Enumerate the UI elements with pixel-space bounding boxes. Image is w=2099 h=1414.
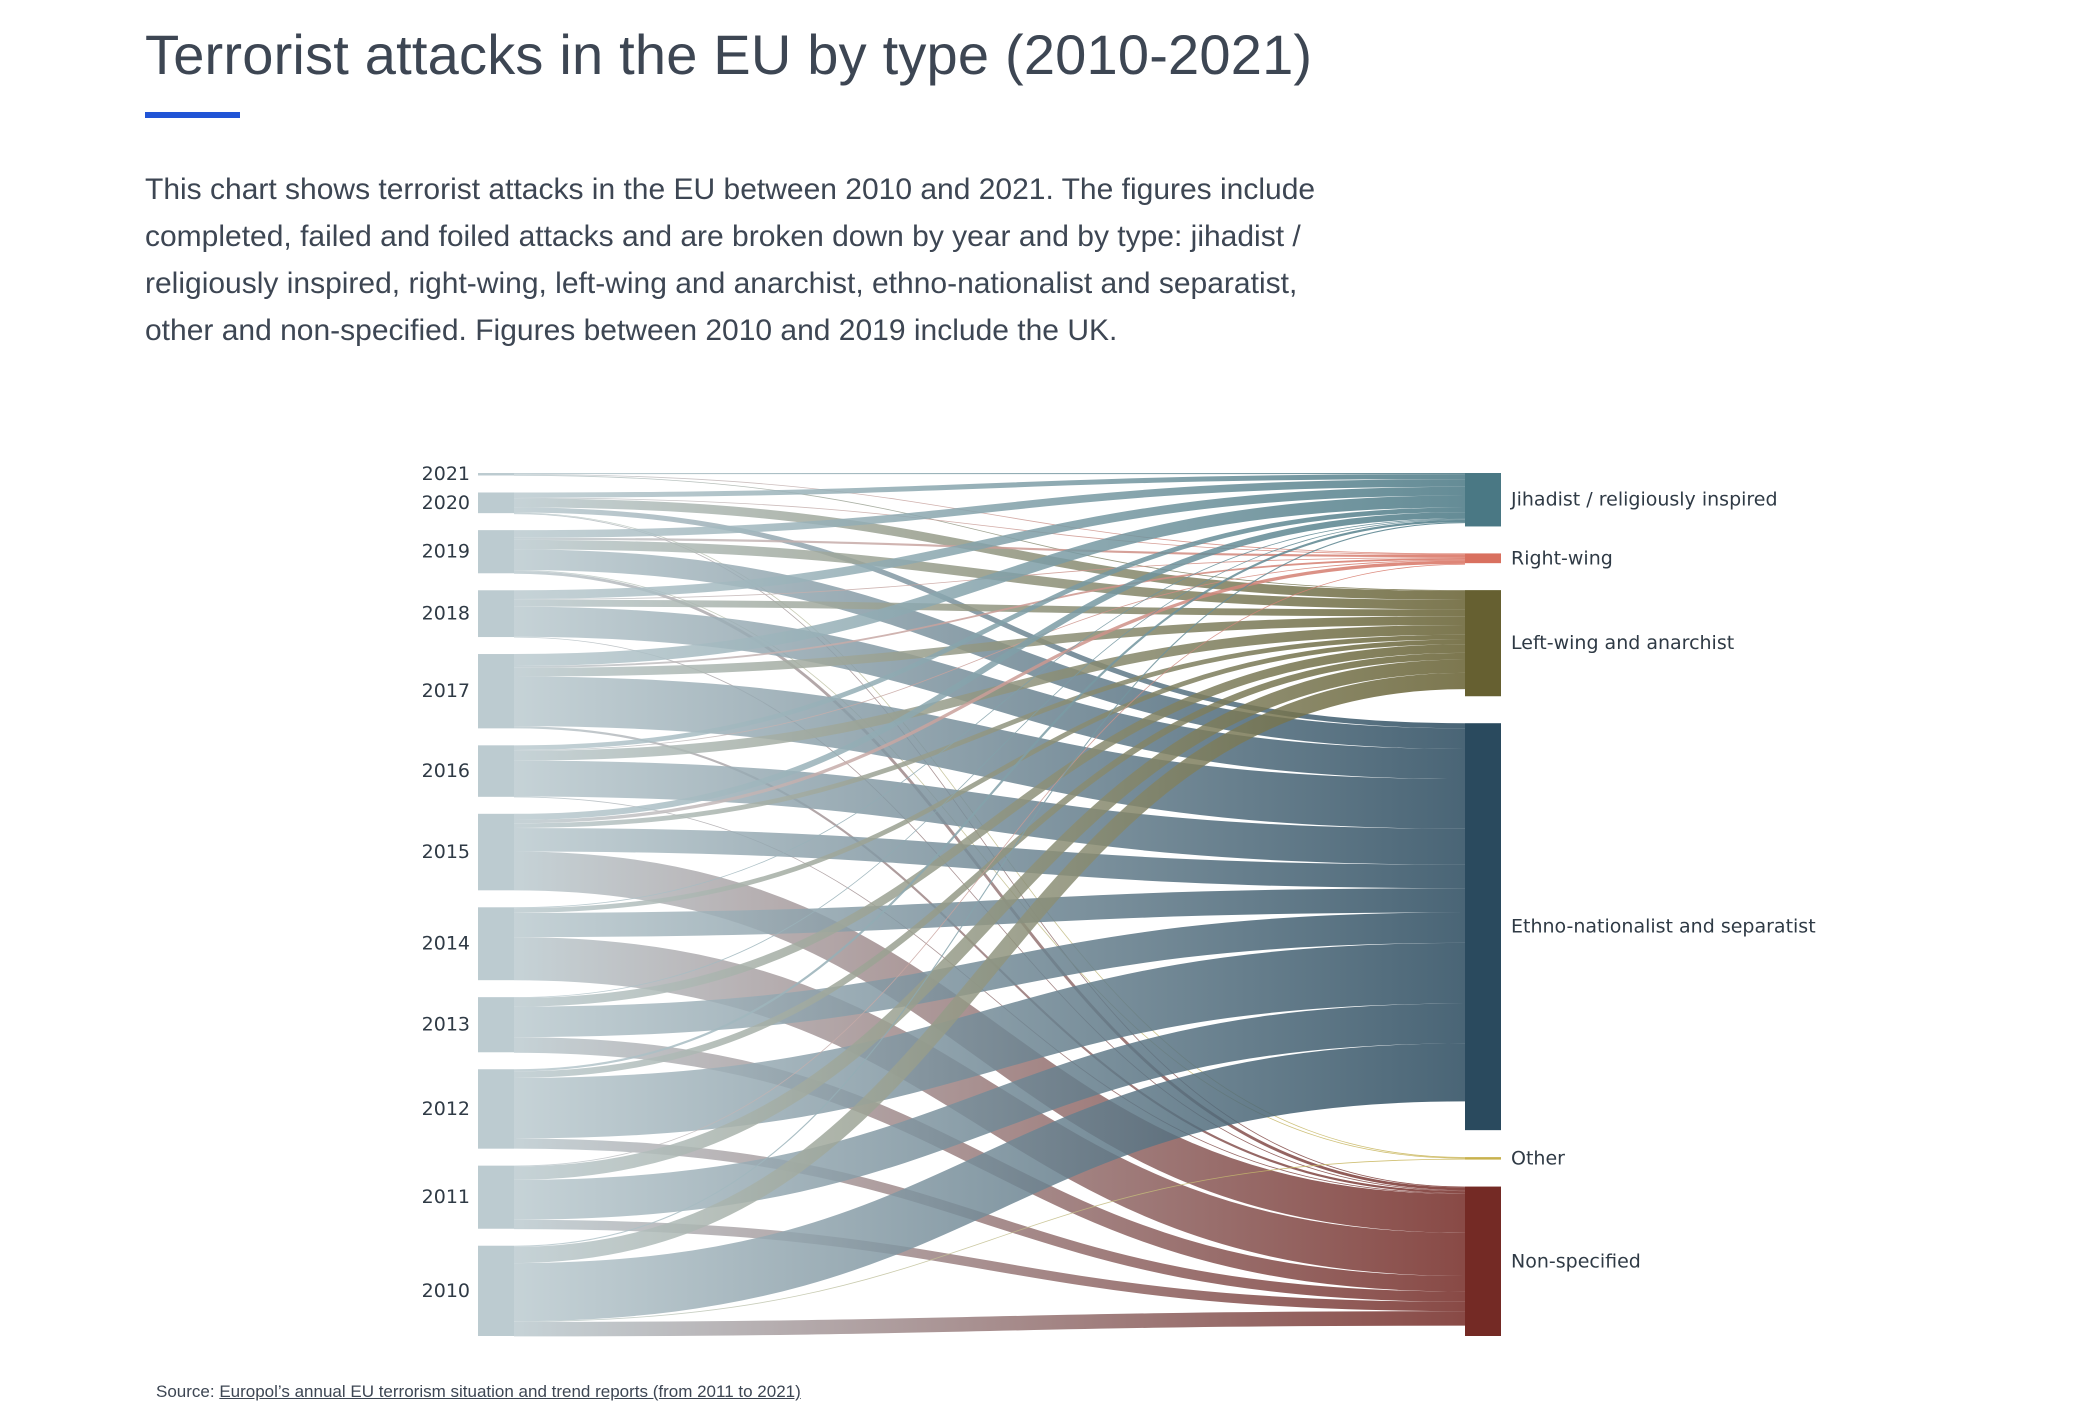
link-2016-to-ethno-nationalist-and-separatist xyxy=(513,760,1466,865)
link-2011-to-right-wing xyxy=(513,563,1466,1167)
type-label-jihadist-religiously-inspired: Jihadist / religiously inspired xyxy=(1510,489,1778,511)
type-node-left-wing-and-anarchist[interactable] xyxy=(1465,590,1501,697)
link-2016-to-jihadist-religiously-inspired xyxy=(513,507,1466,751)
source-note: Source: Europol’s annual EU terrorism si… xyxy=(156,1382,801,1402)
link-2015-to-right-wing xyxy=(513,560,1466,824)
link-2016-to-right-wing xyxy=(513,559,1466,751)
link-2019-to-right-wing xyxy=(513,537,1466,558)
link-2017-to-left-wing-and-anarchist xyxy=(513,616,1466,677)
link-2010-to-left-wing-and-anarchist xyxy=(513,672,1466,1264)
year-label-2011: 2011 xyxy=(422,1186,470,1208)
link-2021-to-left-wing-and-anarchist xyxy=(513,474,1466,591)
sankey-nodes xyxy=(478,473,1501,1336)
type-node-other[interactable] xyxy=(1465,1157,1501,1160)
type-node-non-specified[interactable] xyxy=(1465,1186,1501,1336)
link-2017-to-ethno-nationalist-and-separatist xyxy=(513,676,1466,829)
link-2018-to-left-wing-and-anarchist xyxy=(513,599,1466,617)
type-label-ethno-nationalist-and-separatist: Ethno-nationalist and separatist xyxy=(1511,916,1816,938)
source-prefix: Source: xyxy=(156,1382,220,1401)
sankey-labels: 2021 2020 2019 2018 2017 2016 2015 2014 2013 2012… xyxy=(422,463,1816,1302)
link-2012-to-non-specified xyxy=(513,1138,1466,1302)
year-label-2021: 2021 xyxy=(422,463,470,485)
year-label-2015: 2015 xyxy=(422,841,470,863)
year-label-2020: 2020 xyxy=(422,492,470,514)
year-label-2013: 2013 xyxy=(422,1014,470,1036)
type-node-ethno-nationalist-and-separatist[interactable] xyxy=(1465,723,1501,1131)
year-node-2014[interactable] xyxy=(478,907,514,981)
year-label-2017: 2017 xyxy=(422,680,470,702)
link-2012-to-ethno-nationalist-and-separatist xyxy=(513,942,1466,1139)
link-2020-to-right-wing xyxy=(513,497,1466,556)
link-2010-to-non-specified xyxy=(513,1311,1466,1337)
link-2020-to-left-wing-and-anarchist xyxy=(513,498,1466,600)
year-label-2019: 2019 xyxy=(422,541,470,563)
link-2010-to-other xyxy=(513,1158,1466,1322)
link-2016-to-non-specified xyxy=(513,796,1466,1195)
link-2013-to-left-wing-and-anarchist xyxy=(513,644,1466,1007)
year-node-2011[interactable] xyxy=(478,1165,514,1229)
type-node-right-wing[interactable] xyxy=(1465,553,1501,564)
year-node-2019[interactable] xyxy=(478,530,514,574)
link-2021-to-right-wing xyxy=(513,474,1466,555)
link-2015-to-jihadist-religiously-inspired xyxy=(513,512,1466,820)
year-node-2021[interactable] xyxy=(478,473,514,476)
year-label-2010: 2010 xyxy=(422,1280,470,1302)
type-label-other: Other xyxy=(1511,1147,1565,1169)
type-label-left-wing-and-anarchist: Left-wing and anarchist xyxy=(1511,632,1734,654)
link-2014-to-jihadist-religiously-inspired xyxy=(513,518,1466,909)
year-label-2016: 2016 xyxy=(422,760,470,782)
link-2010-to-ethno-nationalist-and-separatist xyxy=(513,1043,1466,1322)
link-2015-to-left-wing-and-anarchist xyxy=(513,634,1466,828)
title-underline xyxy=(145,112,240,118)
link-2011-to-ethno-nationalist-and-separatist xyxy=(513,1003,1466,1220)
year-node-2016[interactable] xyxy=(478,745,514,797)
link-2020-to-jihadist-religiously-inspired xyxy=(513,474,1466,498)
page-title: Terrorist attacks in the EU by type (201… xyxy=(145,23,1313,86)
year-node-2020[interactable] xyxy=(478,492,514,514)
link-2018-to-jihadist-religiously-inspired xyxy=(513,486,1466,599)
chart-description: This chart shows terrorist attacks in th… xyxy=(145,173,1316,347)
link-2014-to-left-wing-and-anarchist xyxy=(513,639,1466,913)
link-2015-to-ethno-nationalist-and-separatist xyxy=(513,827,1466,889)
link-2019-to-non-specified xyxy=(513,570,1466,1191)
link-2013-to-jihadist-religiously-inspired xyxy=(513,519,1466,998)
year-node-2013[interactable] xyxy=(478,997,514,1053)
link-2011-to-left-wing-and-anarchist xyxy=(513,659,1466,1180)
link-2010-to-jihadist-religiously-inspired xyxy=(513,522,1466,1247)
year-node-2015[interactable] xyxy=(478,813,514,891)
link-2012-to-jihadist-religiously-inspired xyxy=(513,519,1466,1072)
year-label-2014: 2014 xyxy=(422,933,470,955)
link-2017-to-jihadist-religiously-inspired xyxy=(513,495,1466,666)
year-label-2018: 2018 xyxy=(422,603,470,625)
source-link[interactable]: Europol’s annual EU terrorism situation … xyxy=(219,1382,801,1401)
type-node-jihadist-religiously-inspired[interactable] xyxy=(1465,473,1501,527)
link-2019-to-jihadist-religiously-inspired xyxy=(513,479,1466,538)
year-node-2017[interactable] xyxy=(478,654,514,729)
type-label-non-specified: Non-specified xyxy=(1511,1250,1641,1272)
year-node-2012[interactable] xyxy=(478,1069,514,1149)
year-node-2010[interactable] xyxy=(478,1245,514,1336)
type-label-right-wing: Right-wing xyxy=(1511,547,1613,569)
year-label-2012: 2012 xyxy=(422,1098,470,1120)
year-node-2018[interactable] xyxy=(478,590,514,638)
sankey-links xyxy=(513,473,1466,1337)
